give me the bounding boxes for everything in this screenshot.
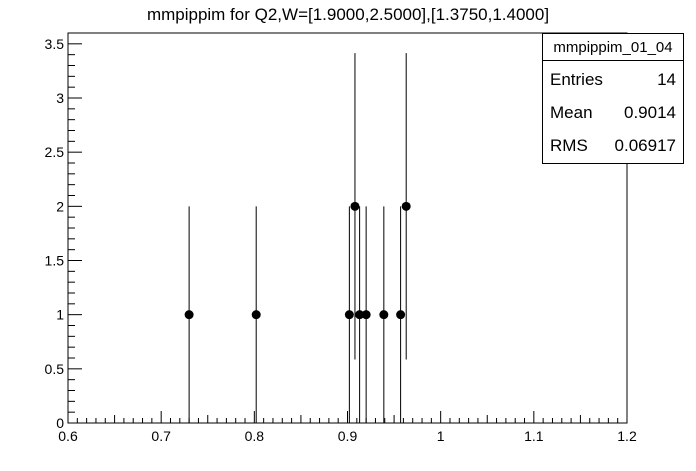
- axes: 0.6 0.7 0.8 0.9 1 1.1 1.2 0 0.5 1 1.5 2 2.5 3 3.5: [45, 32, 637, 444]
- stats-box-name: mmpippim_01_04: [543, 34, 683, 61]
- data-point: [401, 201, 411, 211]
- stats-box: mmpippim_01_04 Entries 14 Mean 0.9014 RM…: [542, 33, 684, 164]
- data-point: [396, 310, 406, 320]
- data-point: [350, 201, 360, 211]
- stats-row-rms: RMS 0.06917: [550, 134, 676, 158]
- y-tick-label: 2.5: [45, 144, 65, 160]
- stats-label-entries: Entries: [550, 70, 603, 89]
- data-point: [379, 310, 389, 320]
- x-tick-label: 0.9: [338, 428, 358, 444]
- data-point: [251, 310, 261, 320]
- stats-label-mean: Mean: [550, 103, 593, 122]
- stats-label-rms: RMS: [550, 136, 588, 155]
- y-tick-label: 1.5: [45, 253, 65, 269]
- data-marks: [184, 53, 411, 423]
- stats-row-mean: Mean 0.9014: [550, 101, 676, 125]
- y-tick-label: 3: [56, 90, 64, 106]
- stats-value-rms: 0.06917: [614, 136, 676, 155]
- y-tick-label: 1: [56, 307, 64, 323]
- data-point: [355, 310, 365, 320]
- y-tick-label: 0: [56, 415, 64, 431]
- x-tick-label: 1.2: [617, 428, 637, 444]
- stats-value-entries: 14: [657, 70, 676, 89]
- stats-value-mean: 0.9014: [624, 103, 676, 122]
- data-point: [344, 310, 354, 320]
- y-tick-label: 2: [56, 198, 64, 214]
- x-tick-label: 1.1: [524, 428, 544, 444]
- data-point: [184, 310, 194, 320]
- x-tick-label: 0.6: [58, 428, 78, 444]
- x-tick-label: 1: [437, 428, 445, 444]
- y-tick-label: 0.5: [45, 361, 65, 377]
- chart-title: mmpippim for Q2,W=[1.9000,2.5000],[1.375…: [146, 5, 550, 24]
- data-point: [361, 310, 371, 320]
- x-tick-label: 0.7: [151, 428, 171, 444]
- y-tick-label: 3.5: [45, 36, 65, 52]
- x-tick-label: 0.8: [245, 428, 265, 444]
- stats-row-entries: Entries 14: [550, 68, 676, 92]
